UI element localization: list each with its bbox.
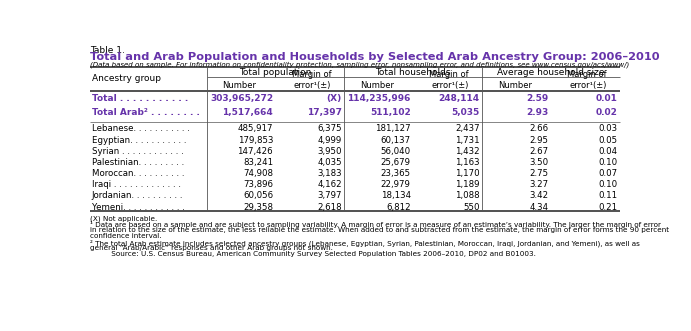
Text: 3,797: 3,797 — [317, 191, 342, 200]
Text: Margin of
error¹(±): Margin of error¹(±) — [292, 71, 331, 90]
Text: 74,908: 74,908 — [243, 169, 273, 178]
Text: Average household size: Average household size — [497, 68, 605, 77]
Text: 0.10: 0.10 — [598, 180, 617, 189]
Text: Total population: Total population — [239, 68, 312, 77]
Text: Palestinian. . . . . . . . .: Palestinian. . . . . . . . . — [92, 158, 184, 167]
Text: 25,679: 25,679 — [381, 158, 410, 167]
Text: 0.03: 0.03 — [598, 124, 617, 133]
Text: 22,979: 22,979 — [381, 180, 410, 189]
Text: 2,618: 2,618 — [317, 203, 342, 212]
Text: 2,437: 2,437 — [455, 124, 480, 133]
Text: 4,999: 4,999 — [318, 136, 342, 145]
Text: 5,035: 5,035 — [451, 108, 480, 117]
Text: 56,040: 56,040 — [381, 147, 410, 156]
Text: 60,137: 60,137 — [381, 136, 410, 145]
Text: 0.04: 0.04 — [598, 147, 617, 156]
Text: Number: Number — [360, 81, 394, 90]
Text: 0.11: 0.11 — [598, 191, 617, 200]
Text: Total households: Total households — [375, 68, 451, 77]
Text: 0.21: 0.21 — [598, 203, 617, 212]
Text: general “Arab/Arabic” responses and other Arab groups not shown.: general “Arab/Arabic” responses and othe… — [91, 245, 333, 251]
Text: 2.67: 2.67 — [529, 147, 549, 156]
Text: Total and Arab Population and Households by Selected Arab Ancestry Group: 2006–2: Total and Arab Population and Households… — [91, 52, 660, 62]
Text: Jordanian. . . . . . . . . .: Jordanian. . . . . . . . . . — [92, 191, 183, 200]
Text: confidence interval.: confidence interval. — [91, 233, 162, 239]
Text: 1,170: 1,170 — [455, 169, 480, 178]
Text: 1,088: 1,088 — [455, 191, 480, 200]
Text: 485,917: 485,917 — [238, 124, 273, 133]
Text: 29,358: 29,358 — [243, 203, 273, 212]
Text: (X): (X) — [327, 94, 342, 103]
Text: Iraqi . . . . . . . . . . . . .: Iraqi . . . . . . . . . . . . . — [92, 180, 181, 189]
Text: 2.59: 2.59 — [526, 94, 549, 103]
Text: Number: Number — [223, 81, 256, 90]
Text: (Data based on sample. For information on confidentiality protection, sampling e: (Data based on sample. For information o… — [91, 61, 630, 68]
Text: Source: U.S. Census Bureau, American Community Survey Selected Population Tables: Source: U.S. Census Bureau, American Com… — [100, 251, 536, 257]
Text: 2.66: 2.66 — [529, 124, 549, 133]
Text: 4,035: 4,035 — [317, 158, 342, 167]
Text: in relation to the size of the estimate, the less reliable the estimate. When ad: in relation to the size of the estimate,… — [91, 227, 670, 233]
Text: Total . . . . . . . . . . .: Total . . . . . . . . . . . — [92, 94, 188, 103]
Text: 83,241: 83,241 — [243, 158, 273, 167]
Text: 0.02: 0.02 — [596, 108, 617, 117]
Text: 181,127: 181,127 — [375, 124, 410, 133]
Text: 4.34: 4.34 — [529, 203, 549, 212]
Text: 1,517,664: 1,517,664 — [223, 108, 273, 117]
Text: 1,432: 1,432 — [455, 147, 480, 156]
Text: 3,183: 3,183 — [317, 169, 342, 178]
Text: 1,189: 1,189 — [455, 180, 480, 189]
Text: 23,365: 23,365 — [381, 169, 410, 178]
Text: 114,235,996: 114,235,996 — [348, 94, 410, 103]
Text: 0.07: 0.07 — [598, 169, 617, 178]
Text: 0.01: 0.01 — [596, 94, 617, 103]
Text: 179,853: 179,853 — [238, 136, 273, 145]
Text: Table 1.: Table 1. — [91, 46, 125, 55]
Text: 1,731: 1,731 — [455, 136, 480, 145]
Text: 2.93: 2.93 — [526, 108, 549, 117]
Text: 2.75: 2.75 — [529, 169, 549, 178]
Text: ¹ Data are based on a sample and are subject to sampling variability. A margin o: ¹ Data are based on a sample and are sub… — [91, 221, 661, 228]
Text: 18,134: 18,134 — [381, 191, 410, 200]
Text: Moroccan. . . . . . . . . .: Moroccan. . . . . . . . . . — [92, 169, 184, 178]
Text: Yemeni. . . . . . . . . . . .: Yemeni. . . . . . . . . . . . — [92, 203, 184, 212]
Text: 511,102: 511,102 — [370, 108, 410, 117]
Text: Lebanese. . . . . . . . . . .: Lebanese. . . . . . . . . . . — [92, 124, 189, 133]
Text: 3,950: 3,950 — [317, 147, 342, 156]
Text: 248,114: 248,114 — [438, 94, 480, 103]
Text: Total Arab² . . . . . . . .: Total Arab² . . . . . . . . — [92, 108, 200, 117]
Text: 0.10: 0.10 — [598, 158, 617, 167]
Text: 73,896: 73,896 — [243, 180, 273, 189]
Text: 2.95: 2.95 — [529, 136, 549, 145]
Text: Number: Number — [498, 81, 532, 90]
Text: 0.05: 0.05 — [598, 136, 617, 145]
Text: 6,375: 6,375 — [317, 124, 342, 133]
Text: Syrian . . . . . . . . . . . .: Syrian . . . . . . . . . . . . — [92, 147, 184, 156]
Text: Margin of
error¹(±): Margin of error¹(±) — [567, 71, 607, 90]
Text: 3.50: 3.50 — [529, 158, 549, 167]
Text: 17,397: 17,397 — [307, 108, 342, 117]
Text: 4,162: 4,162 — [317, 180, 342, 189]
Text: 6,812: 6,812 — [386, 203, 410, 212]
Text: 3.42: 3.42 — [529, 191, 549, 200]
Text: 3.27: 3.27 — [529, 180, 549, 189]
Text: 147,426: 147,426 — [238, 147, 273, 156]
Text: 303,965,272: 303,965,272 — [210, 94, 273, 103]
Text: Egyptian. . . . . . . . . . .: Egyptian. . . . . . . . . . . — [92, 136, 187, 145]
Text: (X) Not applicable.: (X) Not applicable. — [91, 215, 158, 222]
Text: ² The total Arab estimate includes selected ancestry groups (Lebanese, Egyptian,: ² The total Arab estimate includes selec… — [91, 239, 640, 247]
Text: Ancestry group: Ancestry group — [92, 74, 161, 83]
Text: 550: 550 — [463, 203, 480, 212]
Text: 60,056: 60,056 — [243, 191, 273, 200]
Text: Margin of
error¹(±): Margin of error¹(±) — [429, 71, 468, 90]
Text: 1,163: 1,163 — [455, 158, 480, 167]
